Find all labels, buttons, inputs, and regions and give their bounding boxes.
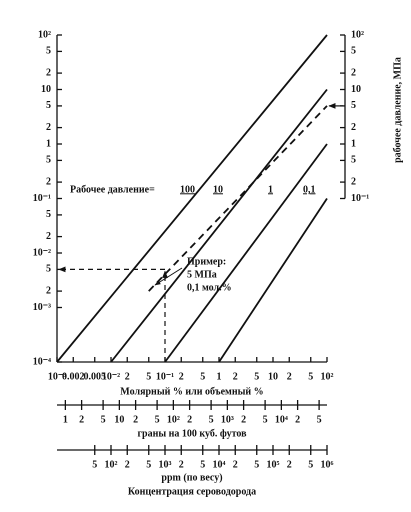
x-tick-label: 1: [217, 371, 222, 382]
extra-tick-label: 10⁴: [275, 414, 288, 425]
extra-tick-label: 2: [241, 414, 246, 425]
x-tick-label: 2: [287, 371, 292, 382]
extra-tick-label: 10⁴: [213, 459, 226, 470]
series-line: [218, 198, 328, 363]
legend-title: Рабочее давление=: [70, 184, 155, 195]
series-line: [164, 143, 328, 363]
extra-tick-label: 5: [92, 459, 97, 470]
extra-tick-label: 2: [179, 459, 184, 470]
y2-tick-label: 5: [351, 155, 356, 166]
x-tick-label: 5: [308, 371, 313, 382]
legend-label: 10: [213, 184, 223, 195]
extra-tick-label: 10²: [105, 459, 118, 470]
y-tick-label: 5: [46, 264, 51, 275]
x-tick-label: 10²: [321, 371, 334, 382]
y2-tick-label: 2: [351, 122, 356, 133]
extra-tick-label: 5: [254, 459, 259, 470]
extra-tick-label: 10³: [221, 414, 234, 425]
extra-tick-label: 1: [63, 414, 68, 425]
extra-tick-label: 5: [317, 414, 322, 425]
extra-tick-label: 5: [200, 459, 205, 470]
y2-tick-label: 1: [351, 138, 356, 149]
legend-label: 100: [180, 184, 195, 195]
x-tick-label: 5: [146, 371, 151, 382]
y-tick-label: 10⁻⁴: [33, 356, 51, 367]
example-title: Пример:: [187, 256, 226, 267]
extra-tick-label: 5: [263, 414, 268, 425]
example-pointer: [154, 267, 183, 286]
extra-tick-label: 5: [308, 459, 313, 470]
extra-tick-label: 10⁵: [267, 459, 280, 470]
y-tick-label: 5: [46, 209, 51, 220]
extra-tick-label: 10⁶: [321, 459, 334, 470]
extra-tick-label: 10³: [159, 459, 172, 470]
y2-tick-label: 10²: [351, 29, 364, 40]
y2-tick-label: 10: [351, 84, 361, 95]
extra-tick-label: 2: [287, 459, 292, 470]
extra-tick-label: 5: [146, 459, 151, 470]
example-pressure: 5 МПа: [187, 269, 217, 280]
x-axis-label: Молярный % или объемный %: [120, 386, 263, 397]
extra-tick-label: 10²: [167, 414, 180, 425]
y2-axis-label: рабочее давление, МПа: [392, 57, 403, 163]
series-line: [148, 105, 328, 292]
y-tick-label: 10: [41, 84, 51, 95]
y-tick-label: 2: [46, 231, 51, 242]
x-tick-label: 2: [179, 371, 184, 382]
x-tick-label: 10⁻³: [48, 371, 66, 382]
x-tick-label: 2: [125, 371, 130, 382]
extra-tick-label: 5: [209, 414, 214, 425]
y2-tick-label: 5: [351, 46, 356, 57]
y-tick-label: 2: [46, 285, 51, 296]
x-tick-label: 2: [233, 371, 238, 382]
extra-tick-label: 10: [114, 414, 124, 425]
extra-tick-label: 2: [125, 459, 130, 470]
y2-tick-label: 2: [351, 67, 356, 78]
y-tick-label: 5: [46, 46, 51, 57]
axis-label: ppm (по весу): [161, 472, 222, 483]
y-tick-label: 2: [46, 122, 51, 133]
x-tick-label: 5: [200, 371, 205, 382]
y-tick-label: 10⁻¹: [33, 193, 51, 204]
y-tick-label: 5: [46, 100, 51, 111]
series-line: [110, 88, 328, 363]
axis-label: граны на 100 куб. футов: [137, 428, 247, 439]
y-tick-label: 10²: [38, 29, 51, 40]
y-tick-label: 10⁻²: [33, 247, 51, 258]
x-tick-label: 10⁻²: [102, 371, 120, 382]
x-tick-label: 5: [254, 371, 259, 382]
extra-tick-label: 2: [79, 414, 84, 425]
extra-tick-label: 2: [187, 414, 192, 425]
legend-label: 0,1: [303, 184, 316, 195]
extra-tick-label: 5: [155, 414, 160, 425]
series-line: [56, 34, 328, 363]
extra-tick-label: 2: [233, 459, 238, 470]
extra-tick-label: 2: [295, 414, 300, 425]
y-tick-label: 2: [46, 176, 51, 187]
extra-tick-label: 5: [101, 414, 106, 425]
extra-tick-label: 2: [133, 414, 138, 425]
y2-tick-label: 5: [351, 100, 356, 111]
x-tick-label: 10⁻¹: [156, 371, 174, 382]
caption: Концентрация сероводорода: [128, 486, 256, 497]
y-tick-label: 2: [46, 67, 51, 78]
legend-label: 1: [268, 184, 273, 195]
x-tick-label: 0.005: [83, 371, 106, 382]
x-tick-label: 10: [268, 371, 278, 382]
y2-tick-label: 2: [351, 176, 356, 187]
y-tick-label: 10⁻³: [33, 302, 51, 313]
y-tick-label: 5: [46, 155, 51, 166]
y-tick-label: 1: [46, 138, 51, 149]
example-text: 0,1 мол.%: [187, 282, 232, 293]
x-tick-label: 0.002: [62, 371, 85, 382]
y2-tick-label: 10⁻¹: [351, 193, 369, 204]
